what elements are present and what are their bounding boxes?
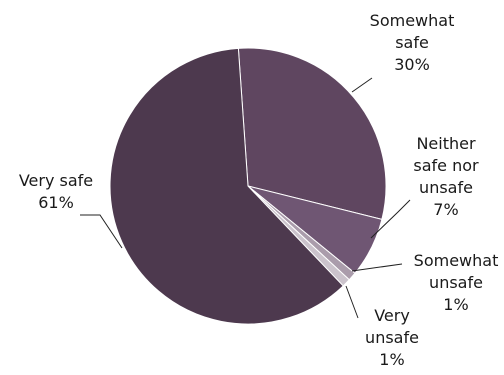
leader-line-neither-safe-nor-unsafe: [370, 199, 411, 239]
leader-line-very-unsafe: [345, 285, 359, 319]
leader-line-very-safe: [80, 214, 123, 249]
slice-value-label: 1%: [443, 295, 468, 314]
slice-name-label: unsafe: [365, 328, 419, 347]
pie-slice-somewhat-safe: [237, 47, 387, 220]
slice-name-label: Somewhat: [370, 11, 455, 30]
slice-name-label: Neither: [416, 134, 476, 153]
slice-name-label: unsafe: [419, 178, 473, 197]
slice-value-label: 30%: [394, 55, 430, 74]
slice-value-label: 1%: [379, 350, 404, 369]
slice-label-somewhat-unsafe: Somewhat unsafe 1%: [414, 251, 499, 314]
pie-slices: [109, 47, 387, 325]
slice-name-label: Very: [374, 306, 410, 325]
slice-name-label: safe nor: [413, 156, 479, 175]
slice-label-very-unsafe: Very unsafe 1%: [365, 306, 419, 369]
pie-slice-very-safe: [109, 47, 344, 325]
slice-name-label: Somewhat: [414, 251, 499, 270]
slice-label-somewhat-safe: Somewhat safe 30%: [370, 11, 455, 74]
slice-labels: Somewhat safe 30% Neither safe nor unsafe 7% So…: [19, 11, 498, 369]
slice-name-label: Very safe: [19, 171, 93, 190]
slice-value-label: 7%: [433, 200, 458, 219]
leader-lines: [80, 77, 411, 319]
leader-line-somewhat-safe: [351, 77, 373, 93]
slice-label-very-safe: Very safe 61%: [19, 171, 93, 212]
slice-label-neither-safe-nor-unsafe: Neither safe nor unsafe 7%: [413, 134, 479, 219]
leader-line-somewhat-unsafe: [351, 263, 403, 272]
slice-name-label: unsafe: [429, 273, 483, 292]
slice-value-label: 61%: [38, 193, 74, 212]
slice-name-label: safe: [395, 33, 429, 52]
